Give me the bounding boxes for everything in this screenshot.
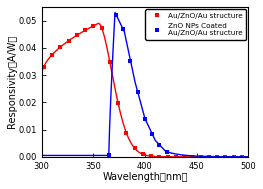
Au/ZnO/Au structure [224,156,227,158]
Au/ZnO/Au structure [141,153,144,155]
Au/ZnO/Au structure [83,29,87,32]
ZnO NPs Coated
Au/ZnO/Au structure [165,151,168,153]
Legend: Au/ZnO/Au structure, ZnO NPs Coated
Au/ZnO/Au structure: Au/ZnO/Au structure, ZnO NPs Coated Au/Z… [145,9,246,40]
Au/ZnO/Au structure [158,156,161,158]
Au/ZnO/Au structure [100,26,103,29]
Au/ZnO/Au structure [59,46,62,48]
Au/ZnO/Au structure [108,61,112,63]
Au/ZnO/Au structure [75,34,78,36]
ZnO NPs Coated
Au/ZnO/Au structure [107,154,110,156]
Au/ZnO/Au structure [67,40,70,42]
ZnO NPs Coated
Au/ZnO/Au structure [136,91,139,93]
Au/ZnO/Au structure [150,155,153,157]
ZnO NPs Coated
Au/ZnO/Au structure [114,13,118,16]
ZnO NPs Coated
Au/ZnO/Au structure [151,133,154,135]
ZnO NPs Coated
Au/ZnO/Au structure [122,28,125,30]
Au/ZnO/Au structure [216,156,219,158]
Au/ZnO/Au structure [207,156,210,158]
Au/ZnO/Au structure [191,156,194,158]
ZnO NPs Coated
Au/ZnO/Au structure [143,118,146,120]
Au/ZnO/Au structure [174,156,178,158]
Line: ZnO NPs Coated
Au/ZnO/Au structure: ZnO NPs Coated Au/ZnO/Au structure [107,13,169,157]
Au/ZnO/Au structure [92,25,95,27]
Line: Au/ZnO/Au structure: Au/ZnO/Au structure [42,24,244,159]
X-axis label: Wavelength（nm）: Wavelength（nm） [102,172,188,182]
Au/ZnO/Au structure [125,132,128,134]
Au/ZnO/Au structure [183,156,186,158]
Au/ZnO/Au structure [240,156,244,158]
Au/ZnO/Au structure [117,102,120,104]
Au/ZnO/Au structure [50,54,54,56]
ZnO NPs Coated
Au/ZnO/Au structure [129,60,132,62]
Y-axis label: Responsivity（A/W）: Responsivity（A/W） [7,35,17,129]
Au/ZnO/Au structure [232,156,235,158]
ZnO NPs Coated
Au/ZnO/Au structure [158,144,161,146]
Au/ZnO/Au structure [199,156,202,158]
Au/ZnO/Au structure [166,156,169,158]
Au/ZnO/Au structure [42,66,45,68]
Au/ZnO/Au structure [133,147,136,149]
